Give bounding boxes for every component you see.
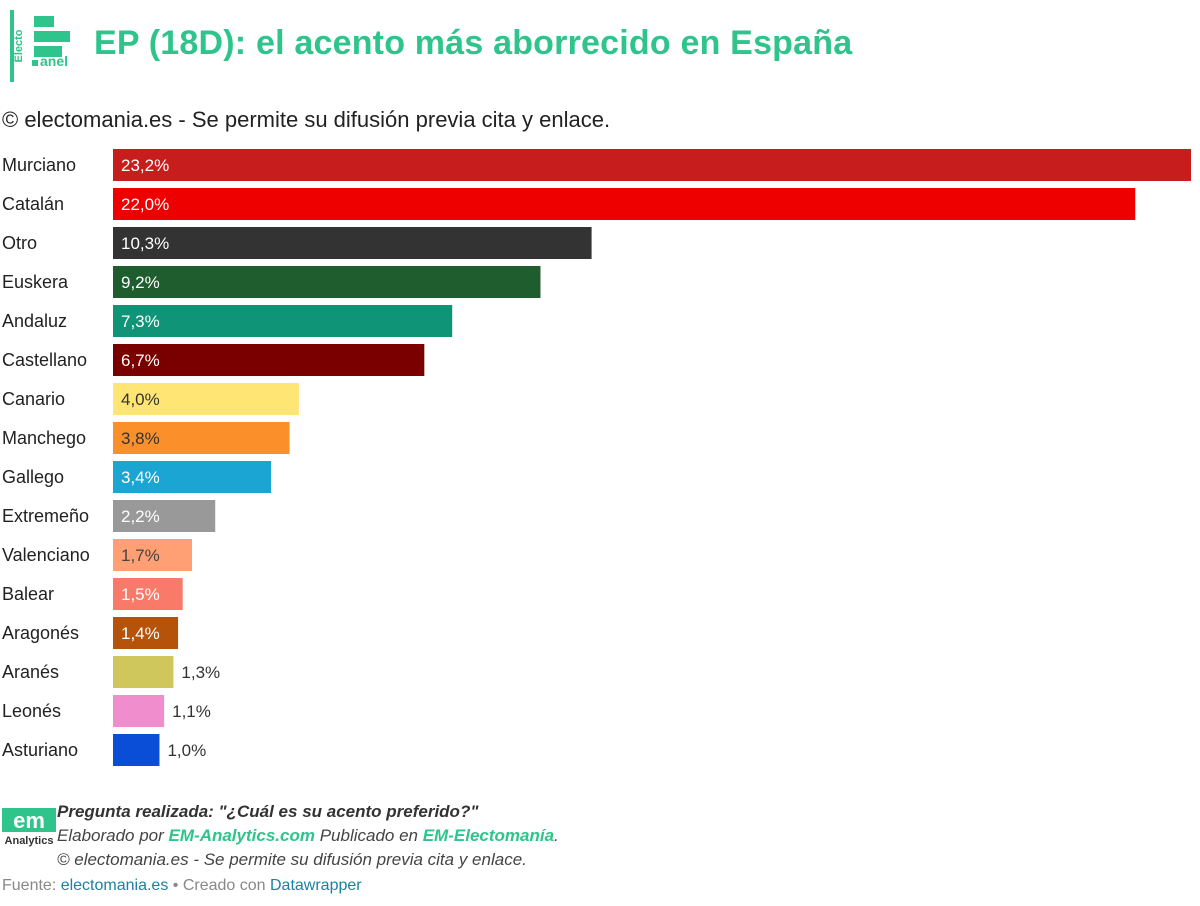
elaborado-line: Elaborado por EM-Analytics.com Publicado… bbox=[57, 824, 559, 848]
bar bbox=[113, 539, 192, 571]
bar bbox=[113, 422, 290, 454]
category-label: Gallego bbox=[2, 467, 64, 487]
bar bbox=[113, 227, 592, 259]
value-label: 1,4% bbox=[121, 624, 160, 643]
electopanel-logo: Electo anel bbox=[10, 10, 70, 82]
datawrapper-link[interactable]: Datawrapper bbox=[269, 877, 362, 894]
footer-notes: Pregunta realizada: "¿Cuál es su acento … bbox=[57, 800, 559, 872]
em-electomania-link[interactable]: EM-Electomanía bbox=[422, 826, 555, 845]
subtitle: © electomania.es - Se permite su difusió… bbox=[2, 107, 611, 132]
category-label: Valenciano bbox=[2, 545, 90, 565]
category-label: Murciano bbox=[2, 155, 76, 175]
value-label: 1,0% bbox=[167, 741, 206, 760]
category-label: Balear bbox=[2, 584, 54, 604]
category-label: Manchego bbox=[2, 428, 86, 448]
page-title: EP (18D): el acento más aborrecido en Es… bbox=[94, 24, 853, 62]
bar bbox=[113, 656, 174, 688]
category-label: Extremeño bbox=[2, 506, 89, 526]
value-label: 6,7% bbox=[121, 351, 160, 370]
value-label: 1,7% bbox=[121, 546, 160, 565]
em-analytics-link[interactable]: EM-Analytics.com bbox=[168, 826, 315, 845]
category-label: Castellano bbox=[2, 350, 87, 370]
category-label: Andaluz bbox=[2, 311, 67, 331]
value-label: 1,1% bbox=[172, 702, 211, 721]
em-logo-subtext: Analytics bbox=[5, 835, 54, 847]
publicado-suffix: . bbox=[554, 826, 559, 845]
bar bbox=[113, 734, 160, 766]
value-label: 1,5% bbox=[121, 585, 160, 604]
bar bbox=[113, 344, 425, 376]
survey-question: Pregunta realizada: "¿Cuál es su acento … bbox=[57, 802, 479, 821]
source-prefix: Fuente: bbox=[2, 877, 61, 894]
value-label: 9,2% bbox=[121, 273, 160, 292]
created-prefix: • Creado con bbox=[168, 877, 270, 894]
logo-text-bottom: anel bbox=[40, 53, 68, 69]
source-link[interactable]: electomania.es bbox=[60, 877, 169, 894]
category-label: Leonés bbox=[2, 701, 61, 721]
value-label: 22,0% bbox=[121, 195, 169, 214]
category-label: Canario bbox=[2, 389, 65, 409]
bar bbox=[113, 500, 216, 532]
value-label: 2,2% bbox=[121, 507, 160, 526]
category-label: Aranés bbox=[2, 662, 59, 682]
value-label: 4,0% bbox=[121, 390, 160, 409]
em-analytics-logo: em Analytics bbox=[2, 808, 56, 847]
publicado-prefix: Publicado en bbox=[314, 826, 423, 845]
bar bbox=[113, 188, 1136, 220]
bar bbox=[113, 461, 271, 493]
value-label: 7,3% bbox=[121, 312, 160, 331]
elaborado-prefix: Elaborado por bbox=[57, 826, 169, 845]
em-logo-text: em bbox=[13, 808, 45, 833]
bar bbox=[113, 266, 541, 298]
footer-copyright: © electomania.es - Se permite su difusió… bbox=[57, 850, 527, 869]
value-label: 10,3% bbox=[121, 234, 169, 253]
category-label: Aragonés bbox=[2, 623, 79, 643]
bar bbox=[113, 617, 179, 649]
category-label: Asturiano bbox=[2, 740, 78, 760]
bar bbox=[113, 695, 165, 727]
bar bbox=[113, 149, 1191, 181]
header: Electo anel EP (18D): el acento más abor… bbox=[0, 10, 1200, 82]
logo-text-top: Electo bbox=[13, 29, 25, 62]
value-label: 1,3% bbox=[181, 663, 220, 682]
value-label: 3,4% bbox=[121, 468, 160, 487]
bar bbox=[113, 383, 299, 415]
category-label: Catalán bbox=[2, 194, 64, 214]
source-line: Fuente: electomania.es • Creado con Data… bbox=[2, 877, 362, 895]
value-label: 23,2% bbox=[121, 156, 169, 175]
category-label: Euskera bbox=[2, 272, 69, 292]
bar bbox=[113, 578, 183, 610]
bar bbox=[113, 305, 453, 337]
value-label: 3,8% bbox=[121, 429, 160, 448]
category-label: Otro bbox=[2, 233, 37, 253]
